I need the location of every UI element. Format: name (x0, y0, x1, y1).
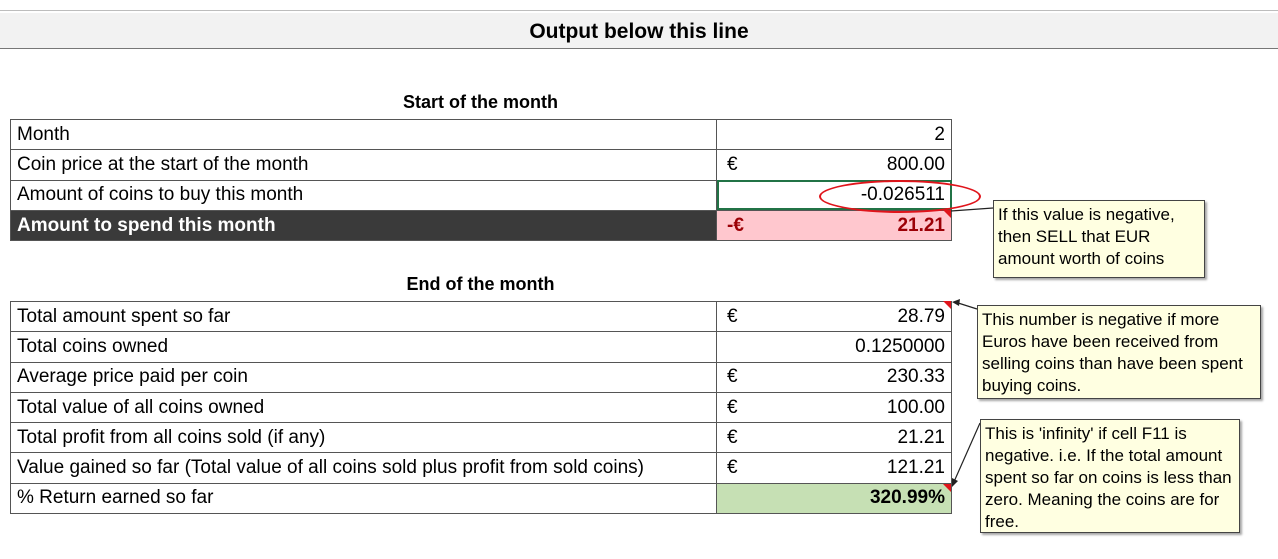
currency-symbol: -€ (727, 214, 744, 236)
value-gained-label-cell[interactable]: Value gained so far (Total value of all … (10, 452, 717, 484)
table-row: Total coins owned 0.1250000 (10, 331, 952, 363)
comment-negative-sell[interactable]: If this value is negative, then SELL tha… (993, 200, 1205, 278)
month-label-cell[interactable]: Month (10, 118, 717, 151)
amount-to-spend-label-cell[interactable]: Amount to spend this month (10, 209, 717, 242)
amount-to-spend-value: 21.21 (897, 214, 945, 236)
comment-infinity[interactable]: This is 'infinity' if cell F11 is negati… (980, 419, 1240, 533)
end-of-month-table: Total amount spent so far € 28.79 Total … (10, 300, 952, 515)
total-profit-label-cell[interactable]: Total profit from all coins sold (if any… (10, 422, 717, 454)
total-value-value-cell[interactable]: € 100.00 (716, 391, 952, 424)
currency-symbol: € (727, 457, 738, 479)
coin-price-label-cell[interactable]: Coin price at the start of the month (10, 149, 717, 181)
currency-symbol: € (727, 153, 738, 175)
currency-symbol: € (727, 396, 738, 418)
table-row: % Return earned so far 320.99% (10, 482, 952, 515)
comment-indicator-icon (943, 210, 951, 218)
value-gained-value: 121.21 (886, 457, 945, 479)
month-value: 2 (934, 123, 945, 145)
top-divider (0, 10, 1278, 11)
total-coins-value-cell[interactable]: 0.1250000 (716, 331, 952, 363)
average-price-label-cell[interactable]: Average price paid per coin (10, 361, 717, 393)
comment-indicator-icon (943, 301, 951, 309)
output-banner: Output below this line (0, 13, 1278, 49)
table-row: Total value of all coins owned € 100.00 (10, 391, 952, 424)
currency-symbol: € (727, 426, 738, 448)
currency-symbol: € (727, 305, 738, 327)
comment-negative-received[interactable]: This number is negative if more Euros ha… (977, 305, 1261, 399)
return-value: 320.99% (869, 487, 945, 509)
end-of-month-title: End of the month (406, 274, 555, 294)
total-coins-label-cell[interactable]: Total coins owned (10, 331, 717, 363)
total-spent-value: 28.79 (897, 305, 945, 327)
table-row: Average price paid per coin € 230.33 (10, 361, 952, 393)
return-label-cell[interactable]: % Return earned so far (10, 482, 717, 515)
total-profit-value: 21.21 (897, 426, 945, 448)
currency-symbol: € (727, 366, 738, 388)
return-value-cell[interactable]: 320.99% (716, 482, 952, 515)
average-price-value: 230.33 (886, 366, 945, 388)
comment-indicator-icon (943, 484, 951, 492)
total-value-value: 100.00 (886, 396, 945, 418)
start-of-month-title: Start of the month (403, 92, 558, 112)
total-coins-value: 0.1250000 (855, 335, 945, 357)
amount-to-spend-value-cell[interactable]: -€ 21.21 (716, 209, 952, 242)
table-row: Amount to spend this month -€ 21.21 (10, 209, 952, 242)
highlight-ellipse (819, 180, 981, 213)
coin-price-value: 800.00 (886, 153, 945, 175)
total-value-label-cell[interactable]: Total value of all coins owned (10, 391, 717, 424)
coins-to-buy-label-cell[interactable]: Amount of coins to buy this month (10, 179, 717, 211)
average-price-value-cell[interactable]: € 230.33 (716, 361, 952, 393)
